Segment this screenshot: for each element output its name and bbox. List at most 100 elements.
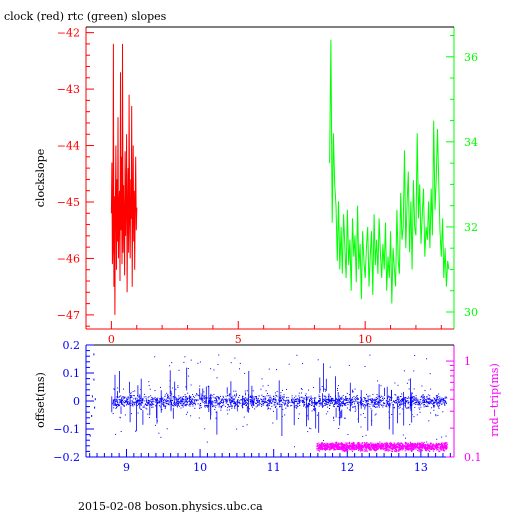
offset-point — [444, 397, 446, 399]
offset-point — [351, 399, 352, 401]
offset-point — [263, 398, 265, 400]
rnd-trip-point — [437, 443, 439, 445]
offset-point — [397, 398, 399, 400]
rnd-trip-point — [355, 448, 357, 450]
offset-point — [341, 401, 343, 403]
offset-point — [380, 400, 382, 402]
rnd-trip-point — [355, 444, 357, 446]
offset-point — [411, 392, 413, 394]
rnd-trip-point — [345, 447, 348, 450]
offset-point — [129, 394, 131, 396]
rnd-trip-point — [321, 443, 323, 445]
rnd-trip-point — [348, 448, 350, 450]
offset-point — [204, 428, 206, 430]
offset-point — [433, 403, 435, 404]
offset-point — [360, 397, 361, 399]
offset-point — [309, 427, 310, 429]
offset-point — [394, 400, 396, 401]
offset-scatter — [89, 353, 448, 449]
offset-point — [323, 399, 325, 401]
rnd-trip-point — [409, 448, 411, 450]
offset-point — [215, 411, 217, 413]
offset-point — [247, 403, 248, 405]
offset-point — [342, 402, 344, 403]
offset-point — [372, 405, 374, 407]
offset-point — [426, 441, 428, 443]
offset-point — [401, 398, 403, 400]
rnd-trip-point — [361, 447, 363, 449]
offset-point — [280, 396, 282, 398]
offset-point — [218, 402, 220, 404]
offset-point — [294, 406, 296, 408]
offset-point — [213, 393, 215, 395]
offset-point — [407, 407, 409, 409]
rnd-trip-point — [385, 443, 387, 445]
offset-point — [148, 381, 150, 383]
offset-point — [329, 366, 331, 368]
rnd-trip-point — [403, 446, 405, 448]
offset-point — [230, 403, 231, 405]
rnd-trip-point — [405, 447, 407, 449]
rnd-trip-point — [356, 446, 358, 448]
rnd-trip-point — [416, 446, 418, 448]
rnd-trip-point — [406, 443, 408, 446]
offset-point — [232, 398, 234, 400]
rnd-trip-point — [366, 446, 368, 448]
rnd-trip-point — [337, 444, 340, 446]
offset-point — [421, 403, 423, 405]
offset-point — [438, 407, 440, 409]
rnd-trip-point — [342, 450, 344, 452]
rnd-trip-point — [343, 449, 345, 451]
offset-point — [394, 402, 396, 403]
offset-point — [436, 399, 438, 401]
offset-point — [138, 399, 140, 401]
rnd-trip-point — [432, 443, 434, 445]
rnd-trip-point — [399, 443, 401, 445]
offset-point — [378, 406, 380, 408]
offset-point — [430, 388, 432, 390]
offset-point — [232, 399, 234, 401]
offset-point — [117, 387, 119, 389]
offset-point — [393, 404, 394, 406]
offset-point — [178, 405, 180, 407]
rnd-trip-point — [412, 447, 415, 449]
rnd-trip-point — [366, 446, 369, 448]
offset-point — [305, 395, 306, 396]
offset-point — [405, 407, 407, 409]
offset-point — [224, 405, 226, 407]
rnd-trip-point — [341, 449, 343, 451]
offset-point — [171, 362, 173, 364]
offset-point — [120, 400, 122, 402]
rnd-trip-point — [338, 448, 340, 451]
rnd-trip-point — [402, 448, 404, 450]
offset-point — [242, 396, 244, 398]
offset-point — [163, 404, 165, 406]
offset-point — [183, 396, 185, 397]
offset-point — [307, 398, 309, 400]
offset-point — [143, 406, 145, 408]
offset-point — [216, 398, 218, 400]
rnd-trip-point — [421, 441, 423, 443]
offset-point — [445, 396, 447, 398]
offset-point — [142, 398, 144, 399]
rnd-trip-point — [418, 450, 420, 452]
offset-point — [295, 398, 297, 400]
offset-point — [181, 399, 183, 401]
rnd-trip-point — [377, 443, 379, 445]
rnd-trip-point — [319, 445, 321, 447]
offset-point — [137, 401, 138, 403]
offset-point — [197, 399, 199, 401]
offset-point — [323, 398, 325, 400]
offset-point — [122, 396, 124, 398]
offset-point — [255, 406, 257, 408]
offset-point — [346, 398, 348, 400]
offset-point — [330, 403, 332, 404]
offset-point — [375, 403, 377, 405]
rnd-trip-point — [404, 450, 406, 452]
rnd-trip-point — [389, 443, 391, 445]
rnd-trip-point — [410, 445, 412, 447]
rnd-trip-point — [421, 443, 423, 445]
offset-point — [305, 406, 307, 408]
offset-point — [113, 388, 115, 390]
